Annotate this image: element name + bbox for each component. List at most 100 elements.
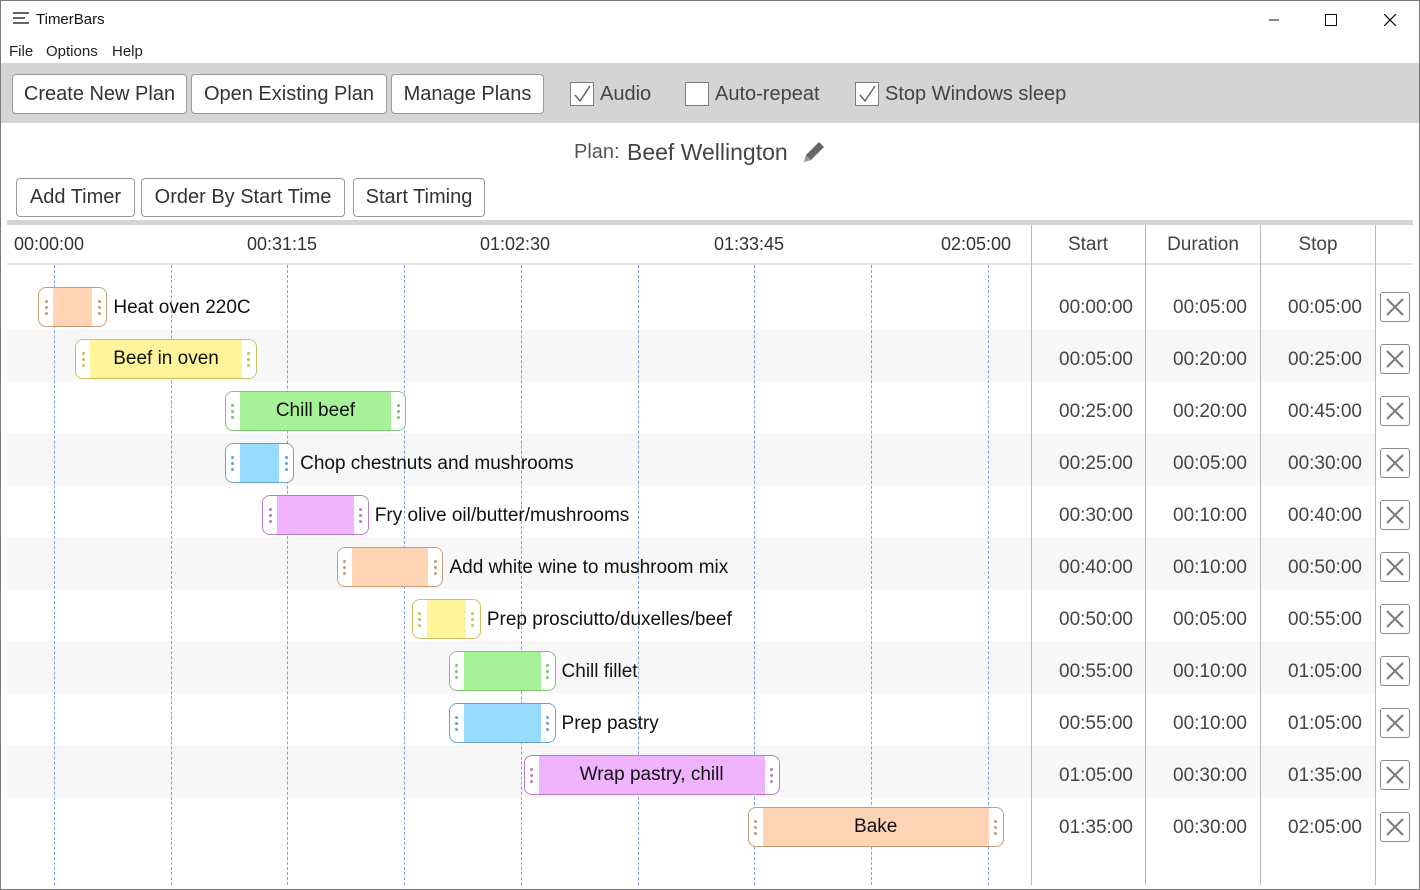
bar-start-handle[interactable]: [225, 444, 240, 482]
bar-start-handle[interactable]: [449, 704, 464, 742]
timer-duration-cell[interactable]: 00:10:00: [1173, 557, 1247, 578]
timer-start-cell[interactable]: 00:25:00: [1059, 401, 1133, 422]
bar-end-handle[interactable]: [428, 548, 443, 586]
timeline-tick: 01:33:45: [714, 234, 785, 254]
delete-timer-button[interactable]: [1380, 448, 1410, 478]
timer-duration-cell[interactable]: 00:05:00: [1173, 453, 1247, 474]
auto-repeat-checkbox[interactable]: Auto-repeat: [685, 79, 820, 109]
timer-bar[interactable]: Chill beef: [224, 391, 407, 431]
timeline-gridline: [871, 265, 873, 885]
timer-duration-cell[interactable]: 00:10:00: [1173, 661, 1247, 682]
timer-duration-cell[interactable]: 00:10:00: [1173, 505, 1247, 526]
bar-start-handle[interactable]: [412, 600, 427, 638]
timer-duration-cell[interactable]: 00:30:00: [1173, 765, 1247, 786]
bar-start-handle[interactable]: [263, 496, 278, 534]
timer-stop-cell[interactable]: 00:50:00: [1288, 557, 1362, 578]
timer-stop-cell[interactable]: 00:30:00: [1288, 453, 1362, 474]
timer-stop-cell[interactable]: 01:05:00: [1288, 661, 1362, 682]
open-existing-plan-button[interactable]: Open Existing Plan: [191, 74, 387, 114]
timer-stop-cell[interactable]: 00:40:00: [1288, 505, 1362, 526]
bar-start-handle[interactable]: [524, 756, 539, 794]
timer-bar[interactable]: [38, 287, 108, 327]
bar-end-handle[interactable]: [241, 340, 256, 378]
timer-bar[interactable]: Wrap pastry, chill: [523, 755, 780, 795]
timer-bar[interactable]: [262, 495, 369, 535]
delete-timer-button[interactable]: [1380, 552, 1410, 582]
menu-file[interactable]: File: [9, 43, 34, 60]
minimize-button[interactable]: [1245, 1, 1303, 39]
audio-checkbox[interactable]: Audio: [570, 79, 651, 109]
order-by-start-time-button[interactable]: Order By Start Time: [141, 178, 345, 217]
timer-start-cell[interactable]: 00:30:00: [1059, 505, 1133, 526]
delete-timer-button[interactable]: [1380, 604, 1410, 634]
bar-end-handle[interactable]: [465, 600, 480, 638]
start-timing-button[interactable]: Start Timing: [353, 178, 485, 217]
timer-duration-cell[interactable]: 00:20:00: [1173, 401, 1247, 422]
create-new-plan-button[interactable]: Create New Plan: [12, 74, 187, 114]
timer-bar[interactable]: [448, 651, 556, 691]
maximize-button[interactable]: [1302, 1, 1360, 39]
delete-timer-button[interactable]: [1380, 760, 1410, 790]
delete-timer-button[interactable]: [1380, 500, 1410, 530]
timer-stop-cell[interactable]: 00:05:00: [1288, 297, 1362, 318]
timer-start-cell[interactable]: 00:50:00: [1059, 609, 1133, 630]
bar-start-handle[interactable]: [449, 652, 464, 690]
timer-duration-cell[interactable]: 00:20:00: [1173, 349, 1247, 370]
timer-stop-cell[interactable]: 01:35:00: [1288, 765, 1362, 786]
timer-start-cell[interactable]: 00:05:00: [1059, 349, 1133, 370]
add-timer-button[interactable]: Add Timer: [16, 178, 135, 217]
timer-bar[interactable]: [448, 703, 556, 743]
bar-start-handle[interactable]: [748, 808, 763, 846]
column-divider: [1145, 225, 1146, 885]
delete-timer-button[interactable]: [1380, 292, 1410, 322]
delete-timer-button[interactable]: [1380, 708, 1410, 738]
bar-start-handle[interactable]: [39, 288, 53, 326]
delete-timer-button[interactable]: [1380, 812, 1410, 842]
menu-options[interactable]: Options: [46, 43, 98, 60]
stop-sleep-checkbox[interactable]: Stop Windows sleep: [855, 79, 1066, 109]
timer-stop-cell[interactable]: 00:45:00: [1288, 401, 1362, 422]
manage-plans-button[interactable]: Manage Plans: [391, 74, 544, 114]
timer-stop-cell[interactable]: 01:05:00: [1288, 713, 1362, 734]
timer-start-cell[interactable]: 00:40:00: [1059, 557, 1133, 578]
bar-end-handle[interactable]: [391, 392, 406, 430]
timer-start-cell[interactable]: 00:25:00: [1059, 453, 1133, 474]
timer-bar[interactable]: [224, 443, 295, 483]
auto-repeat-checkbox-box[interactable]: [685, 82, 709, 106]
delete-timer-button[interactable]: [1380, 396, 1410, 426]
bar-start-handle[interactable]: [337, 548, 352, 586]
timer-start-cell[interactable]: 01:35:00: [1059, 817, 1133, 838]
timer-start-cell[interactable]: 00:55:00: [1059, 661, 1133, 682]
timer-bar[interactable]: [336, 547, 444, 587]
audio-checkbox-box[interactable]: [570, 82, 594, 106]
bar-end-handle[interactable]: [764, 756, 779, 794]
bar-end-handle[interactable]: [540, 704, 555, 742]
edit-plan-name-button[interactable]: [799, 137, 829, 172]
timer-duration-cell[interactable]: 00:30:00: [1173, 817, 1247, 838]
bar-start-handle[interactable]: [225, 392, 240, 430]
bar-end-handle[interactable]: [92, 288, 107, 326]
timer-start-cell[interactable]: 00:00:00: [1059, 297, 1133, 318]
timer-start-cell[interactable]: 00:55:00: [1059, 713, 1133, 734]
timer-duration-cell[interactable]: 00:10:00: [1173, 713, 1247, 734]
timer-duration-cell[interactable]: 00:05:00: [1173, 609, 1247, 630]
timer-stop-cell[interactable]: 00:55:00: [1288, 609, 1362, 630]
delete-timer-button[interactable]: [1380, 656, 1410, 686]
delete-timer-button[interactable]: [1380, 344, 1410, 374]
close-button[interactable]: [1361, 1, 1419, 39]
timer-stop-cell[interactable]: 00:25:00: [1288, 349, 1362, 370]
menu-help[interactable]: Help: [112, 43, 143, 60]
bar-end-handle[interactable]: [540, 652, 555, 690]
stop-sleep-checkbox-box[interactable]: [855, 82, 879, 106]
bar-start-handle[interactable]: [76, 340, 91, 378]
timer-start-cell[interactable]: 01:05:00: [1059, 765, 1133, 786]
app-icon: [13, 12, 29, 26]
timer-stop-cell[interactable]: 02:05:00: [1288, 817, 1362, 838]
timer-duration-cell[interactable]: 00:05:00: [1173, 297, 1247, 318]
bar-end-handle[interactable]: [353, 496, 368, 534]
bar-end-handle[interactable]: [279, 444, 294, 482]
timer-bar[interactable]: Bake: [747, 807, 1004, 847]
bar-end-handle[interactable]: [988, 808, 1003, 846]
timer-bar[interactable]: Beef in oven: [75, 339, 257, 379]
timer-bar[interactable]: [411, 599, 481, 639]
